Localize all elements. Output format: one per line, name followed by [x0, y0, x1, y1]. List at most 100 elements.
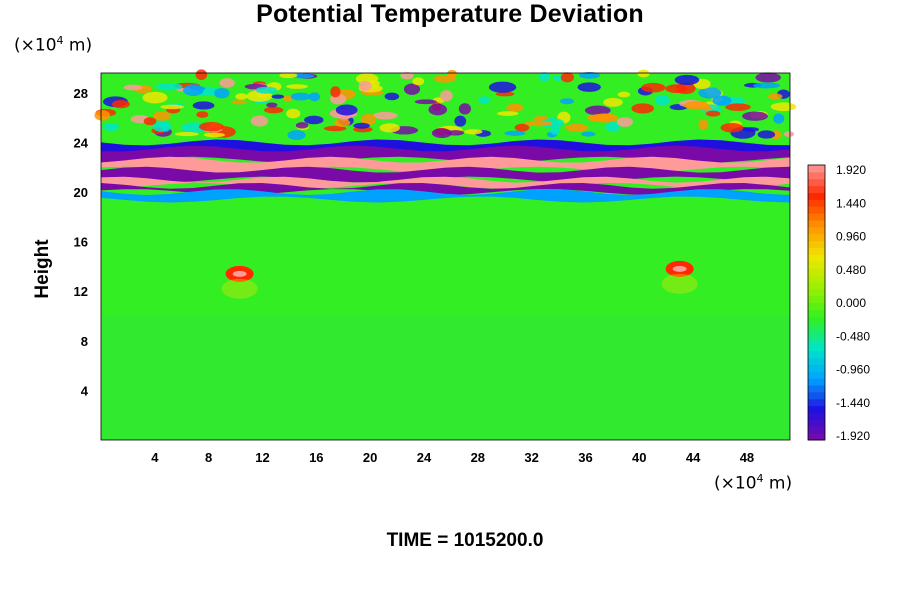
- wave-blob: [431, 128, 452, 138]
- wave-blob: [334, 118, 351, 127]
- wave-blob: [189, 86, 206, 91]
- wave-blob: [111, 99, 130, 109]
- wave-blob: [196, 111, 209, 118]
- wave-blob: [464, 129, 483, 135]
- colorbar-swatch: [808, 316, 825, 324]
- x-tick-label: 40: [632, 450, 646, 465]
- colorbar-swatch: [808, 378, 825, 386]
- wave-blob: [603, 97, 623, 107]
- wave-blob: [214, 88, 230, 99]
- colorbar-swatch: [808, 254, 825, 262]
- wave-blob: [617, 91, 631, 98]
- y-tick-label: 20: [74, 185, 88, 200]
- wave-blob: [155, 83, 183, 91]
- wave-blob: [504, 130, 526, 136]
- plot-frame: [100, 72, 791, 441]
- colorbar-swatch: [808, 302, 825, 310]
- colorbar: 1.920 1.440 0.960 0.480 0.000 -0.480 -0.960 -1.…: [807, 163, 870, 443]
- colorbar-swatch: [808, 233, 825, 242]
- colorbar-swatch: [808, 385, 825, 393]
- wave-blob: [195, 69, 208, 81]
- colorbar-label: -0.960: [836, 363, 870, 377]
- y-tick-label: 28: [74, 86, 88, 101]
- y-tick-label: 24: [74, 135, 89, 150]
- wave-blob: [295, 122, 309, 129]
- x-axis-unit: (×104 m): [714, 472, 792, 494]
- colorbar-swatch: [808, 268, 825, 276]
- colorbar-swatch: [808, 240, 825, 248]
- wave-blob: [103, 122, 119, 131]
- colorbar-swatch: [808, 199, 825, 207]
- x-tick-label: 8: [205, 450, 212, 465]
- y-tick-label: 8: [81, 334, 88, 349]
- wave-blob: [440, 90, 453, 102]
- colorbar-label: 0.000: [836, 296, 866, 310]
- colorbar-label: 0.960: [836, 230, 866, 244]
- colorbar-swatch: [808, 391, 825, 400]
- y-tick-label: 12: [74, 284, 88, 299]
- wave-blob: [360, 113, 377, 126]
- colorbar-label: -1.440: [836, 396, 870, 410]
- colorbar-label: 1.440: [836, 196, 866, 210]
- wave-blob: [264, 106, 284, 114]
- wave-blob: [773, 113, 785, 124]
- x-unit-exp: 4: [756, 472, 764, 485]
- y-unit-exp: 4: [56, 34, 64, 47]
- colorbar-swatch: [808, 213, 825, 221]
- wave-blob: [770, 102, 797, 112]
- wave-blob: [203, 132, 226, 138]
- wave-blob: [725, 103, 751, 111]
- lower-layer: [101, 316, 790, 440]
- colorbar-swatch: [808, 281, 825, 290]
- colorbar-swatch: [808, 426, 825, 434]
- colorbar-swatch: [808, 247, 825, 255]
- colorbar-swatch: [808, 350, 825, 358]
- wave-blob: [400, 72, 414, 80]
- colorbar-swatch: [808, 323, 825, 331]
- wave-blob: [578, 72, 600, 79]
- colorbar-label: 1.920: [836, 163, 866, 177]
- wave-blob: [495, 91, 515, 97]
- wave-blob: [577, 82, 601, 92]
- colorbar-swatch: [808, 185, 825, 193]
- wave-blob: [560, 72, 575, 83]
- wave-blob: [698, 119, 709, 130]
- stratified-band: [101, 189, 790, 203]
- wave-blob: [641, 82, 666, 93]
- wave-blob: [286, 84, 308, 89]
- wave-blob: [712, 95, 732, 106]
- wave-blob: [742, 111, 768, 121]
- x-tick-label: 44: [686, 450, 701, 465]
- wave-blob: [192, 101, 215, 110]
- wave-blob: [255, 86, 278, 94]
- wave-blob: [488, 81, 517, 93]
- colorbar-swatch: [808, 419, 825, 427]
- wave-blob: [458, 103, 471, 115]
- x-tick-label: 24: [417, 450, 432, 465]
- colorbar-swatch: [808, 398, 825, 407]
- wave-blob: [683, 101, 709, 110]
- wave-blob: [559, 98, 575, 105]
- wave-blob: [199, 122, 224, 132]
- wave-blob: [174, 131, 199, 137]
- wave-blob: [287, 130, 306, 140]
- wave-blob: [358, 80, 372, 92]
- wave-blob: [384, 92, 400, 101]
- wave-blob: [142, 91, 168, 104]
- wave-blob: [180, 122, 207, 133]
- x-tick-label: 16: [309, 450, 323, 465]
- colorbar-label: 0.480: [836, 263, 866, 277]
- wave-blob: [446, 69, 458, 78]
- colorbar-swatch: [808, 220, 825, 228]
- wave-blob: [665, 84, 688, 94]
- convective-plume-core: [672, 265, 687, 272]
- y-axis-unit: (×104 m): [14, 34, 92, 56]
- wave-blob: [514, 123, 530, 132]
- colorbar-swatch: [808, 309, 825, 317]
- x-tick-label: 48: [740, 450, 754, 465]
- colorbar-swatch: [808, 336, 825, 345]
- wave-blob: [705, 110, 721, 117]
- colorbar-swatch: [808, 178, 825, 187]
- wave-blob: [549, 126, 560, 135]
